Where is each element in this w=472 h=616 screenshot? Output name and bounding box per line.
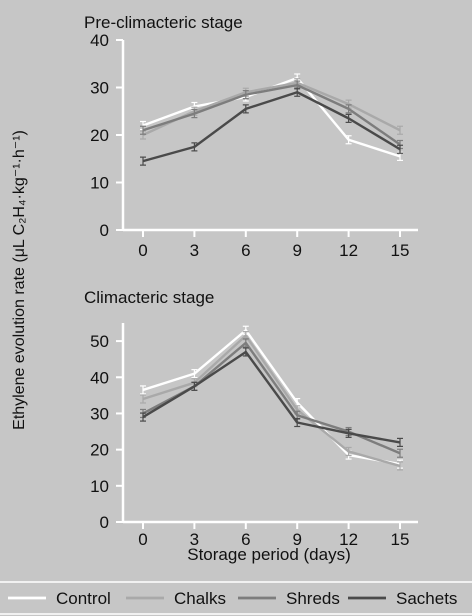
x-tick-label: 0	[138, 241, 147, 260]
y-axis-label: Ethylene evolution rate (μL C₂H₄·kg⁻¹·h⁻…	[11, 130, 28, 430]
legend-label-control: Control	[56, 589, 111, 608]
y-tick-label: 0	[100, 513, 109, 532]
series-line-sachets	[142, 91, 401, 163]
y-tick-label: 40	[90, 31, 109, 50]
series-line-shreds	[142, 83, 401, 146]
series-line-control	[142, 329, 401, 466]
y-tick-label: 30	[90, 404, 109, 423]
legend-label-chalks: Chalks	[174, 589, 226, 608]
x-axis-label: Storage period (days)	[187, 545, 350, 564]
pre-climacteric-plot: 0 10 20 30 40 0 3 6 9 12 15	[90, 31, 418, 260]
x-tick-label: 15	[391, 530, 410, 549]
y-tick-label: 50	[90, 332, 109, 351]
x-tick-label: 6	[241, 241, 250, 260]
series-line-sachets	[142, 350, 401, 444]
x-tick-label: 9	[292, 241, 301, 260]
x-tick-label: 3	[190, 241, 199, 260]
x-tick-label: 6	[241, 530, 250, 549]
x-tick-label: 3	[190, 530, 199, 549]
series-line-chalks	[142, 334, 401, 468]
climacteric-panel: Climacteric stage 0 10 20 30 40 50 0 3 6 9 12 15	[84, 288, 418, 549]
pre-climacteric-panel: Pre-climacteric stage 0 10 20 30 40 0 3 6 9 12 15	[84, 13, 418, 260]
x-tick-label: 0	[138, 530, 147, 549]
y-tick-label: 20	[90, 126, 109, 145]
x-tick-label: 12	[339, 530, 358, 549]
y-tick-label: 10	[90, 477, 109, 496]
climacteric-plot: 0 10 20 30 40 50 0 3 6 9 12 15	[90, 323, 418, 549]
panel-title-pre-climacteric: Pre-climacteric stage	[84, 13, 243, 32]
legend-label-shreds: Shreds	[286, 589, 340, 608]
x-tick-label: 15	[391, 241, 410, 260]
y-tick-label: 20	[90, 441, 109, 460]
x-tick-label: 12	[339, 241, 358, 260]
y-tick-label: 30	[90, 79, 109, 98]
legend-label-sachets: Sachets	[396, 589, 457, 608]
legend: Control Chalks Shreds Sachets	[0, 581, 472, 615]
panel-title-climacteric: Climacteric stage	[84, 288, 214, 307]
y-tick-label: 40	[90, 368, 109, 387]
x-tick-label: 9	[292, 530, 301, 549]
y-tick-label: 10	[90, 174, 109, 193]
y-tick-label: 0	[100, 221, 109, 240]
